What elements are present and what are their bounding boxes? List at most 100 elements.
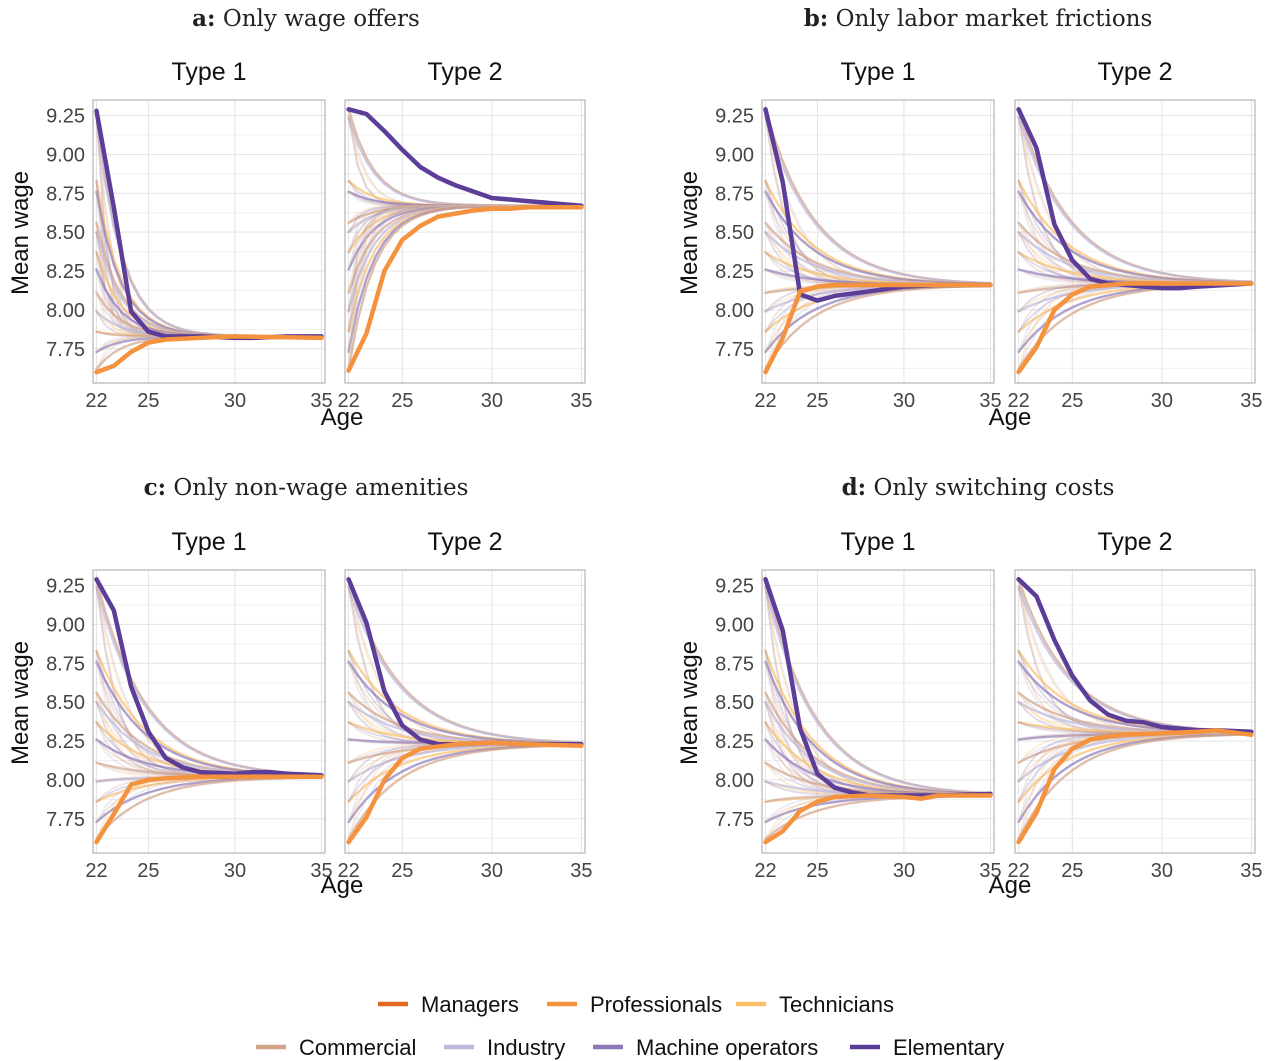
series-line-elementary <box>94 108 324 341</box>
gridlines <box>1015 100 1255 383</box>
x-tick-label: 22 <box>1007 390 1029 412</box>
series-line-industry <box>1017 115 1253 283</box>
facet-type-1: Type 1 9.25 9.00 8.75 8.50 8.25 8.00 7.75 22 25 30… <box>715 528 1002 882</box>
facet-frame <box>92 99 326 384</box>
series-lines <box>346 107 584 373</box>
y-tick-label: 8.50 <box>46 222 85 244</box>
series-lines <box>94 108 324 375</box>
y-tick-label: 8.75 <box>46 183 85 205</box>
series-line-professionals <box>94 774 324 845</box>
legend-label: Industry <box>487 1035 565 1060</box>
series-line-professionals <box>763 793 993 845</box>
x-tick-label: 25 <box>137 860 159 882</box>
panel-letter: a: <box>192 5 215 32</box>
x-tick-label: 22 <box>337 390 359 412</box>
x-tick-label: 30 <box>1151 860 1173 882</box>
facet-type-1: Type 1 9.25 9.00 8.75 8.50 8.25 8.00 7.75 22 25 30… <box>46 528 333 882</box>
x-tick-label: 35 <box>310 390 332 412</box>
panel-title-text: Only switching costs <box>866 475 1114 501</box>
legend-item: Managers <box>378 992 519 1017</box>
panel-letter: d: <box>842 474 867 501</box>
x-tick-label: 30 <box>224 860 246 882</box>
chart-panel-b: b: Only labor market frictions Mean wage A… <box>676 5 1263 431</box>
x-tick-label: 35 <box>979 390 1001 412</box>
x-axis-title: Age <box>321 404 364 431</box>
legend-label: Managers <box>421 992 519 1017</box>
legend-item: Technicians <box>736 992 894 1017</box>
facet-frame <box>92 569 326 854</box>
panel-title-text: Only wage offers <box>216 6 420 32</box>
x-tick-label: 35 <box>1240 390 1262 412</box>
y-tick-label: 9.00 <box>46 144 85 166</box>
y-tick-label: 8.00 <box>46 770 85 792</box>
gridlines <box>762 570 994 853</box>
y-tick-label: 7.75 <box>46 809 85 831</box>
series-line-elementary <box>346 107 584 208</box>
x-tick-label: 30 <box>481 390 503 412</box>
facet-title: Type 2 <box>427 528 502 556</box>
x-axis-title: Age <box>321 872 364 899</box>
legend-label: Elementary <box>893 1035 1004 1060</box>
y-tick-label: 8.50 <box>46 692 85 714</box>
y-tick-label: 8.25 <box>46 731 85 753</box>
x-axis-title: Age <box>989 404 1032 431</box>
panel-title: b: Only labor market frictions <box>804 5 1153 32</box>
x-tick-label: 22 <box>754 390 776 412</box>
panel-letter: c: <box>144 474 167 501</box>
x-tick-label: 30 <box>893 390 915 412</box>
facet-type-2: Type 2 22 25 30 35 <box>1007 528 1262 882</box>
legend-item: Commercial <box>256 1035 416 1060</box>
y-tick-label: 9.25 <box>715 576 754 598</box>
facet-title: Type 1 <box>171 528 246 556</box>
facet-title: Type 2 <box>427 58 502 86</box>
x-tick-label: 25 <box>806 860 828 882</box>
y-tick-label: 8.75 <box>715 653 754 675</box>
y-tick-label: 7.75 <box>715 809 754 831</box>
facet-type-1: Type 1 9.25 9.00 8.75 8.50 8.25 8.00 7.75 22 25 30… <box>46 58 333 412</box>
y-tick-label: 9.00 <box>46 614 85 636</box>
series-line-professionals <box>346 205 584 373</box>
x-tick-label: 22 <box>754 860 776 882</box>
y-tick-label: 9.25 <box>715 106 754 128</box>
chart-panel-a: a: Only wage offers Mean wage Age Type 1 9.2… <box>7 5 593 431</box>
x-tick-label: 22 <box>85 860 107 882</box>
panel-title: c: Only non-wage amenities <box>144 474 469 501</box>
x-tick-label: 35 <box>310 860 332 882</box>
gridlines <box>93 100 325 383</box>
panel-letter: b: <box>804 5 829 32</box>
panel-title: d: Only switching costs <box>842 474 1115 501</box>
x-tick-label: 35 <box>979 860 1001 882</box>
facet-title: Type 1 <box>840 528 915 556</box>
y-tick-label: 9.25 <box>46 576 85 598</box>
panel-title: a: Only wage offers <box>192 5 420 32</box>
x-tick-label: 25 <box>806 390 828 412</box>
legend-label: Machine operators <box>636 1035 818 1060</box>
series-lines <box>763 107 993 375</box>
x-tick-label: 22 <box>1007 860 1029 882</box>
y-tick-label: 9.00 <box>715 144 754 166</box>
facet-title: Type 1 <box>171 58 246 86</box>
y-axis-title: Mean wage <box>7 641 34 765</box>
legend-label: Professionals <box>590 992 722 1017</box>
x-tick-label: 22 <box>85 390 107 412</box>
series-line-industry <box>1017 585 1253 733</box>
y-tick-label: 8.50 <box>715 222 754 244</box>
series-lines <box>94 577 324 845</box>
series-line-commercial <box>1017 733 1253 841</box>
series-line-elementary <box>763 577 993 798</box>
chart-panels: a: Only wage offers Mean wage Age Type 1 9.2… <box>7 5 1263 899</box>
series-lines <box>1016 577 1254 845</box>
x-tick-label: 30 <box>893 860 915 882</box>
x-axis-title: Age <box>989 872 1032 899</box>
facet-frame <box>761 569 995 854</box>
series-line-commercial <box>764 794 992 841</box>
x-tick-label: 30 <box>481 860 503 882</box>
x-tick-label: 25 <box>1061 860 1083 882</box>
y-tick-label: 8.75 <box>46 653 85 675</box>
series-line-commercial <box>347 108 583 207</box>
x-tick-label: 35 <box>570 390 592 412</box>
x-tick-label: 25 <box>391 390 413 412</box>
y-tick-label: 9.00 <box>715 614 754 636</box>
